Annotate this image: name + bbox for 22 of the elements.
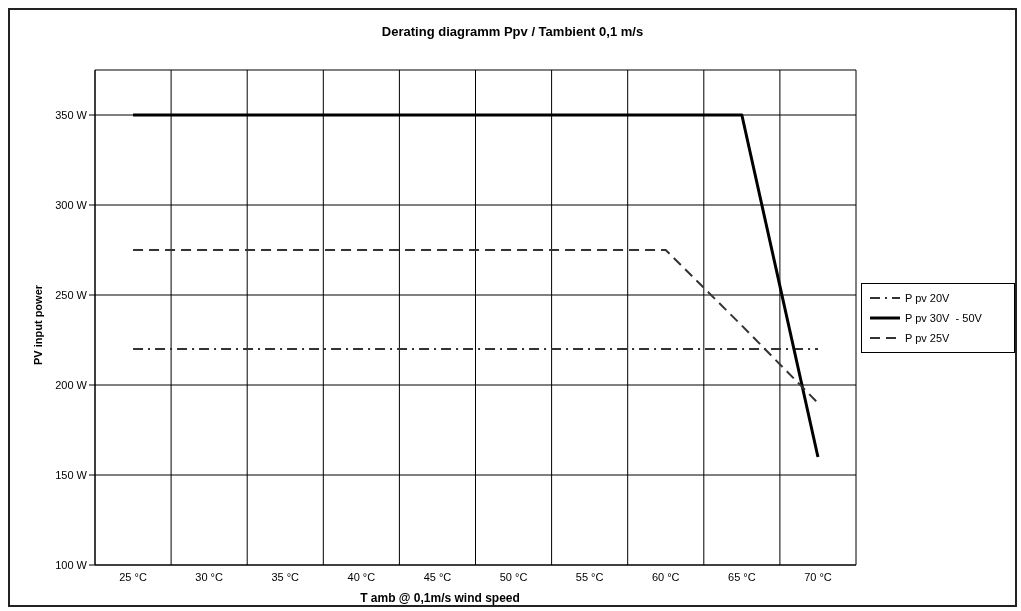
- chart-title: Derating diagramm Ppv / Tambient 0,1 m/s: [380, 24, 645, 39]
- y-tick-label: 100 W: [55, 558, 88, 571]
- x-tick-label: 25 °C: [119, 570, 147, 583]
- legend-label: P pv 25V: [905, 331, 950, 344]
- y-axis-title: PV input power: [32, 284, 44, 366]
- y-tick-label: 250 W: [55, 288, 88, 301]
- y-tick-label: 350 W: [55, 108, 88, 121]
- y-tick-label: 300 W: [55, 198, 88, 211]
- x-tick-label: 45 °C: [423, 570, 452, 583]
- x-tick-label: 30 °C: [195, 570, 224, 583]
- x-tick-label: 35 °C: [271, 570, 300, 583]
- y-tick-label: 200 W: [55, 378, 88, 391]
- x-axis-title: T amb @ 0,1m/s wind speed: [359, 591, 521, 605]
- x-tick-label: 50 °C: [499, 570, 528, 583]
- x-tick-label: 55 °C: [575, 570, 604, 583]
- y-tick-label: 150 W: [55, 468, 88, 481]
- legend-label: P pv 20V: [905, 291, 950, 304]
- x-tick-label: 40 °C: [347, 570, 376, 583]
- legend-label: P pv 30V - 50V: [905, 311, 982, 324]
- x-tick-label: 60 °C: [651, 570, 680, 583]
- x-tick-label: 70 °C: [804, 570, 832, 583]
- x-tick-label: 65 °C: [728, 570, 756, 583]
